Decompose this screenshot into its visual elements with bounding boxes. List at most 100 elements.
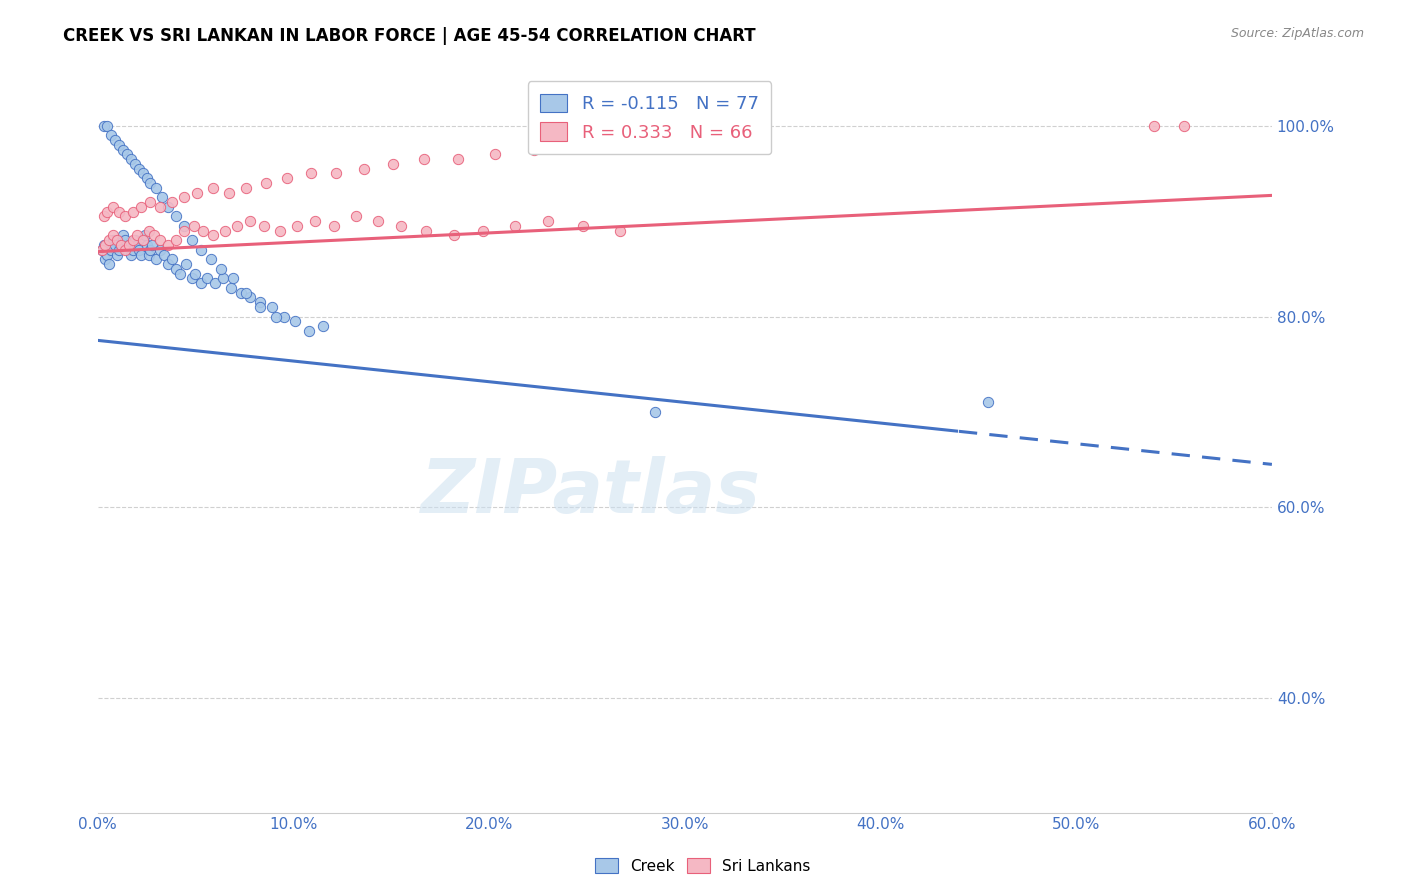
Point bbox=[96, 204, 118, 219]
Point bbox=[225, 219, 247, 233]
Point bbox=[157, 238, 180, 252]
Point bbox=[153, 247, 176, 261]
Point bbox=[221, 271, 243, 285]
Point bbox=[264, 310, 287, 324]
Point bbox=[190, 243, 212, 257]
Point bbox=[253, 219, 276, 233]
Point bbox=[94, 252, 117, 267]
Point bbox=[120, 152, 142, 166]
Point bbox=[118, 238, 141, 252]
Point bbox=[165, 261, 187, 276]
Point bbox=[120, 247, 142, 261]
Point bbox=[214, 224, 236, 238]
Point bbox=[254, 176, 277, 190]
Point bbox=[165, 233, 187, 247]
Point bbox=[273, 310, 295, 324]
Point bbox=[353, 161, 375, 176]
Point bbox=[977, 395, 1000, 409]
Point bbox=[443, 228, 465, 243]
Point bbox=[90, 243, 112, 257]
Point bbox=[94, 238, 117, 252]
Point bbox=[135, 238, 157, 252]
Point bbox=[323, 219, 346, 233]
Point bbox=[190, 276, 212, 290]
Point bbox=[269, 224, 291, 238]
Point bbox=[184, 267, 207, 281]
Point bbox=[173, 219, 195, 233]
Point bbox=[122, 204, 145, 219]
Point bbox=[149, 243, 172, 257]
Point bbox=[114, 233, 136, 247]
Point bbox=[125, 238, 148, 252]
Point bbox=[160, 195, 183, 210]
Text: Source: ZipAtlas.com: Source: ZipAtlas.com bbox=[1230, 27, 1364, 40]
Point bbox=[108, 137, 131, 152]
Point bbox=[104, 238, 127, 252]
Point bbox=[249, 295, 271, 310]
Point bbox=[366, 214, 388, 228]
Point bbox=[235, 285, 257, 300]
Point bbox=[93, 210, 115, 224]
Point bbox=[209, 261, 232, 276]
Point bbox=[139, 176, 162, 190]
Point bbox=[90, 243, 112, 257]
Point bbox=[93, 119, 115, 133]
Point bbox=[312, 319, 335, 334]
Point bbox=[165, 210, 187, 224]
Point bbox=[193, 224, 215, 238]
Point bbox=[413, 152, 436, 166]
Point bbox=[129, 247, 152, 261]
Point bbox=[229, 285, 252, 300]
Point bbox=[105, 247, 128, 261]
Point bbox=[174, 257, 197, 271]
Text: CREEK VS SRI LANKAN IN LABOR FORCE | AGE 45-54 CORRELATION CHART: CREEK VS SRI LANKAN IN LABOR FORCE | AGE… bbox=[63, 27, 756, 45]
Point bbox=[145, 180, 167, 194]
Point bbox=[1173, 119, 1195, 133]
Point bbox=[200, 252, 222, 267]
Point bbox=[110, 238, 132, 252]
Point bbox=[93, 238, 115, 252]
Point bbox=[143, 228, 166, 243]
Point bbox=[212, 271, 235, 285]
Point bbox=[118, 238, 141, 252]
Point bbox=[103, 228, 125, 243]
Point bbox=[284, 314, 307, 328]
Point bbox=[103, 200, 125, 214]
Point bbox=[112, 228, 135, 243]
Point bbox=[131, 233, 153, 247]
Point bbox=[503, 219, 526, 233]
Point bbox=[131, 166, 153, 180]
Point bbox=[100, 243, 122, 257]
Point bbox=[157, 257, 180, 271]
Point bbox=[150, 190, 173, 204]
Point bbox=[484, 147, 506, 161]
Point bbox=[415, 224, 437, 238]
Point bbox=[157, 200, 180, 214]
Point bbox=[128, 243, 150, 257]
Point bbox=[108, 204, 131, 219]
Point bbox=[138, 224, 160, 238]
Point bbox=[183, 219, 205, 233]
Point bbox=[112, 143, 135, 157]
Point bbox=[325, 166, 347, 180]
Point bbox=[131, 233, 153, 247]
Point bbox=[96, 247, 118, 261]
Point bbox=[98, 233, 121, 247]
Point bbox=[239, 290, 262, 304]
Point bbox=[124, 157, 146, 171]
Point bbox=[115, 243, 138, 257]
Point bbox=[135, 171, 157, 186]
Point bbox=[110, 238, 132, 252]
Point bbox=[145, 252, 167, 267]
Point bbox=[149, 200, 172, 214]
Point bbox=[125, 228, 148, 243]
Point bbox=[103, 233, 125, 247]
Point bbox=[239, 214, 262, 228]
Point bbox=[100, 128, 122, 143]
Point bbox=[169, 267, 191, 281]
Point bbox=[139, 243, 162, 257]
Point bbox=[344, 210, 367, 224]
Point bbox=[285, 219, 308, 233]
Point bbox=[202, 180, 225, 194]
Point bbox=[537, 214, 560, 228]
